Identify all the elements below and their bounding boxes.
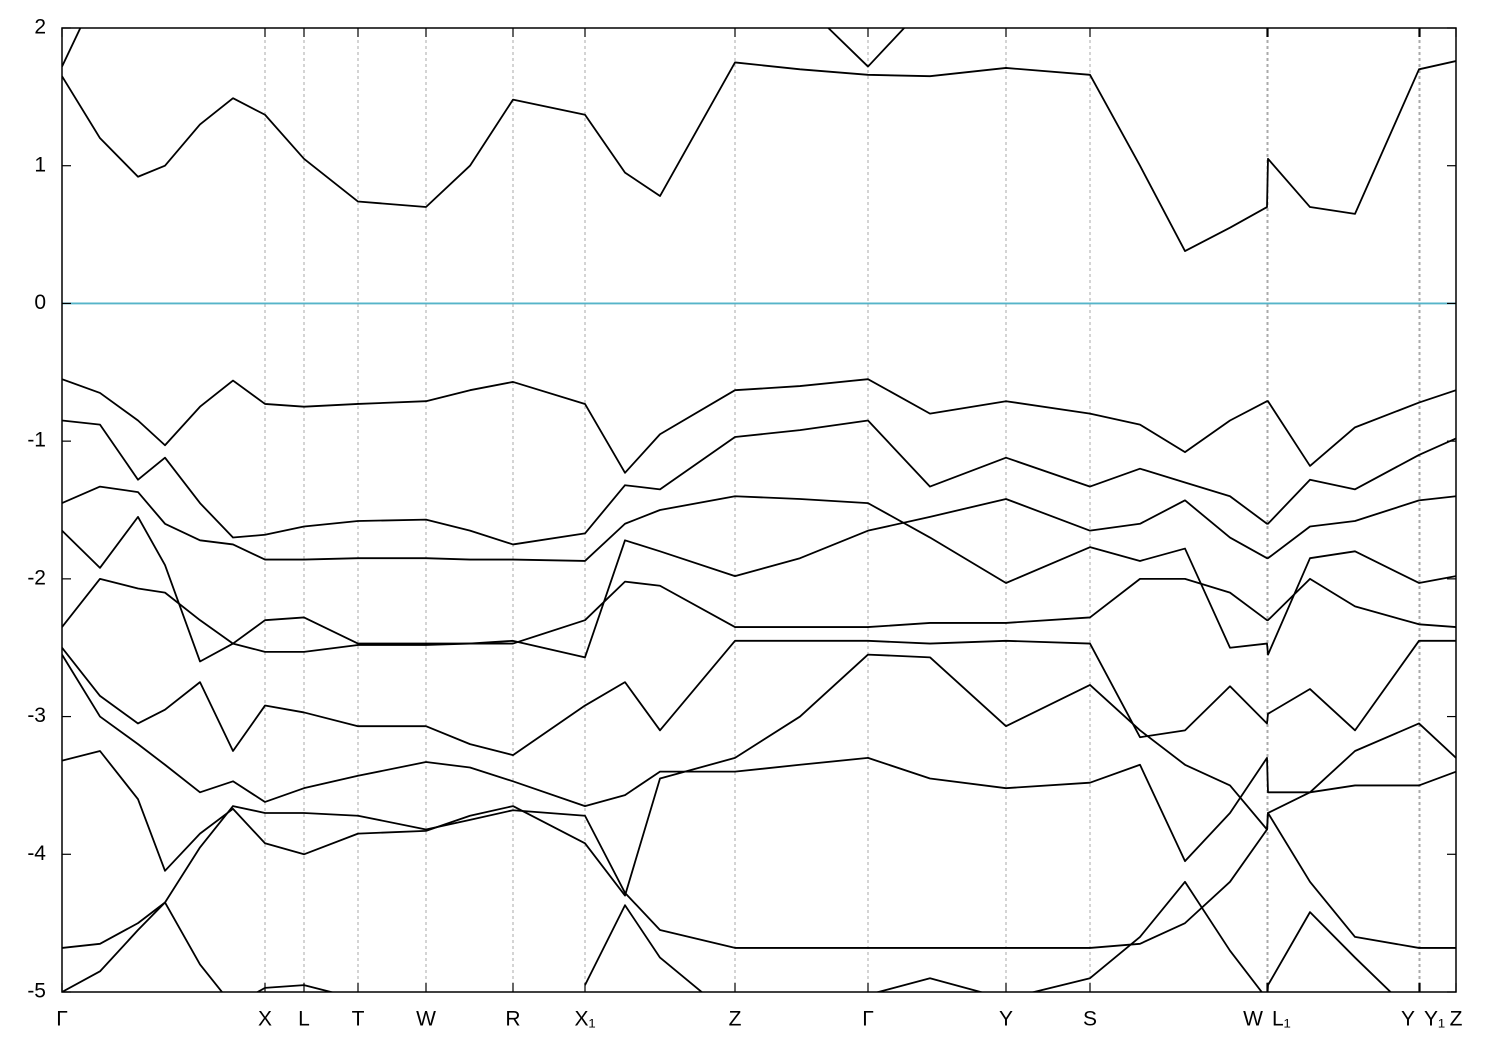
band-line xyxy=(584,880,1392,992)
plot-area xyxy=(62,28,1456,992)
x-tick-label: S xyxy=(1083,1008,1097,1031)
x-tick-label: L xyxy=(298,1008,310,1031)
y-tick-label: 0 xyxy=(34,291,46,314)
x-tick-label: W xyxy=(416,1008,436,1031)
x-tick-label: X xyxy=(258,1008,272,1031)
band-line xyxy=(62,805,1456,949)
x-tick-label: W xyxy=(1243,1008,1263,1031)
x-tick-label: Γ xyxy=(56,1008,68,1031)
band-line xyxy=(62,495,1456,663)
y-tick-label: -3 xyxy=(27,704,46,727)
band-line xyxy=(62,654,1456,863)
x-tick-label: Y xyxy=(999,1008,1013,1031)
band-line xyxy=(62,639,1456,757)
x-tick-label: Y xyxy=(1401,1008,1415,1031)
band-line xyxy=(62,577,1456,653)
x-tick-label: Y₁ xyxy=(1424,1008,1445,1031)
x-tick-label: Γ xyxy=(862,1008,874,1031)
band-line xyxy=(62,485,1456,656)
band-line xyxy=(62,28,82,67)
y-tick-label: -4 xyxy=(27,842,46,865)
x-tick-label: Z xyxy=(729,1008,742,1031)
band-line xyxy=(62,60,1456,252)
band-line xyxy=(62,901,335,992)
x-tick-label: L₁ xyxy=(1272,1008,1291,1031)
x-tick-label: T xyxy=(352,1008,365,1031)
band-line xyxy=(62,419,1456,546)
x-tick-label: R xyxy=(505,1008,520,1031)
y-tick-label: 2 xyxy=(34,16,46,39)
plot-frame xyxy=(61,27,1457,993)
band-line xyxy=(827,28,906,68)
y-tick-label: -1 xyxy=(27,429,46,452)
y-tick-label: -5 xyxy=(27,980,46,1003)
x-tick-label: Z xyxy=(1450,1008,1463,1031)
band-line xyxy=(62,378,1456,474)
y-tick-label: -2 xyxy=(27,566,46,589)
x-tick-label: X₁ xyxy=(574,1008,595,1031)
y-tick-label: 1 xyxy=(34,153,46,176)
grid xyxy=(61,28,1457,992)
